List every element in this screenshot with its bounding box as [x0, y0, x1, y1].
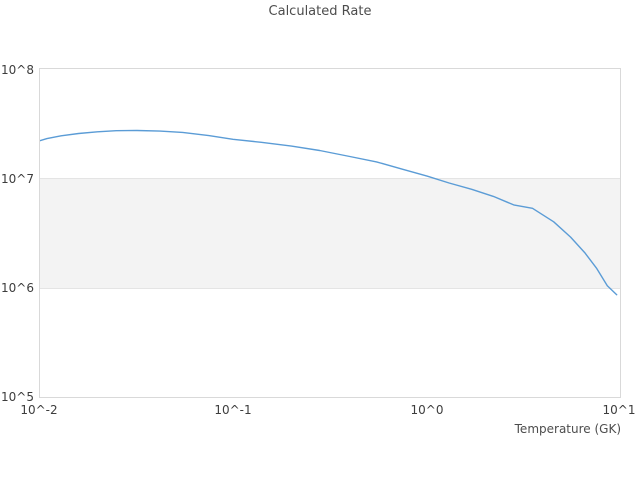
x-tick-label-1e1: 10^1 — [602, 403, 636, 417]
chart-title: Calculated Rate — [268, 4, 372, 19]
y-tick-label-1e8: 10^8 — [1, 63, 34, 77]
plot-area — [39, 68, 621, 398]
y-tick-label-1e5: 10^5 — [1, 390, 34, 404]
x-tick-label-1e0: 10^0 — [410, 403, 444, 417]
y-tick-label-1e7: 10^7 — [1, 172, 34, 186]
x-axis-title: Temperature (GK) — [514, 422, 621, 436]
rate-curve-svg — [39, 68, 621, 398]
x-tick-label-1e-2: 10^-2 — [20, 403, 58, 417]
x-tick-label-1e-1: 10^-1 — [214, 403, 252, 417]
y-tick-label-1e6: 10^6 — [1, 281, 34, 295]
